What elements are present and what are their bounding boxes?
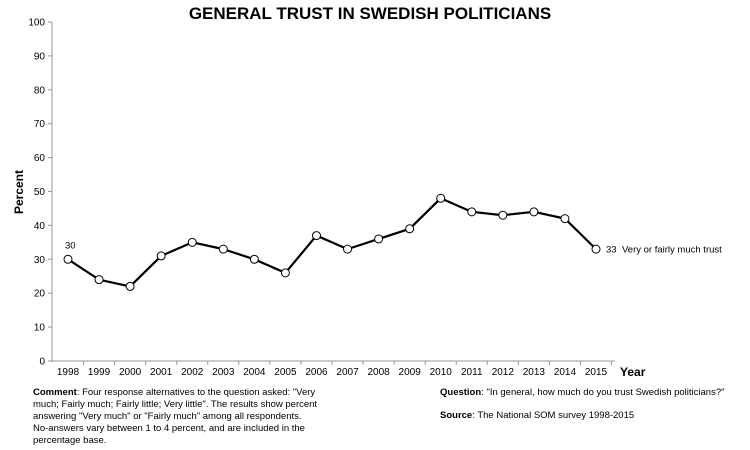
data-point [156, 251, 166, 261]
question-note: Question: "In general, how much do you t… [440, 387, 740, 399]
x-tick-label: 2012 [492, 367, 515, 378]
x-tick-label: 2005 [274, 367, 297, 378]
x-axis-label: Year [620, 365, 646, 379]
data-point [374, 234, 384, 244]
y-tick-label: 50 [34, 187, 46, 198]
x-tick-label: 1999 [88, 367, 111, 378]
data-point [94, 275, 104, 285]
data-point [529, 207, 539, 217]
question-text: : "In general, how much do you trust Swe… [481, 387, 725, 398]
x-tick-label: 2006 [305, 367, 328, 378]
data-point [498, 210, 508, 220]
x-tick-label: 2014 [554, 367, 577, 378]
y-tick-label: 40 [34, 221, 46, 232]
y-tick-label: 60 [34, 153, 46, 164]
data-point [560, 214, 570, 224]
y-tick-label: 10 [34, 323, 46, 334]
y-axis-label: Percent [12, 170, 26, 214]
data-point [436, 193, 446, 203]
series-line [67, 197, 597, 288]
y-tick-label: 100 [28, 18, 45, 29]
x-tick-label: 1998 [57, 367, 80, 378]
data-point [343, 244, 353, 254]
series-label: Very or fairly much trust [622, 245, 722, 256]
data-point [187, 237, 197, 247]
x-tick-label: 2002 [181, 367, 204, 378]
y-tick-label: 80 [34, 85, 46, 96]
x-tick-label: 2015 [585, 367, 608, 378]
data-point [218, 244, 228, 254]
source-label: Source [440, 410, 473, 421]
data-point [63, 254, 73, 264]
y-tick-label: 0 [39, 357, 45, 368]
x-tick-label: 2007 [336, 367, 359, 378]
x-tick-label: 2004 [243, 367, 266, 378]
data-point [125, 281, 135, 291]
data-point [311, 231, 321, 241]
comment-label: Comment [33, 387, 77, 398]
data-label-first: 30 [65, 240, 76, 251]
x-tick-label: 2013 [523, 367, 546, 378]
x-tick-label: 2000 [119, 367, 142, 378]
data-point [249, 254, 259, 264]
x-tick-label: 2001 [150, 367, 173, 378]
x-tick-label: 2009 [399, 367, 422, 378]
x-tick-label: 2010 [430, 367, 453, 378]
data-point [467, 207, 477, 217]
y-tick-label: 30 [34, 255, 46, 266]
x-tick-label: 2011 [461, 367, 483, 378]
data-label-last: 33 [606, 245, 617, 256]
y-tick-label: 20 [34, 289, 46, 300]
comment-note: Comment: Four response alternatives to t… [33, 387, 318, 447]
y-tick-label: 90 [34, 51, 46, 62]
data-point [591, 244, 601, 254]
y-tick-label: 70 [34, 119, 46, 130]
data-point [405, 224, 415, 234]
source-note: Source: The National SOM survey 1998-201… [440, 410, 740, 422]
x-tick-label: 2003 [212, 367, 235, 378]
data-point [280, 268, 290, 278]
x-tick-label: 2008 [367, 367, 390, 378]
question-label: Question [440, 387, 482, 398]
comment-text: : Four response alternatives to the ques… [33, 387, 318, 446]
chart-title: GENERAL TRUST IN SWEDISH POLITICIANS [188, 4, 552, 23]
source-text: : The National SOM survey 1998-2015 [472, 410, 635, 421]
